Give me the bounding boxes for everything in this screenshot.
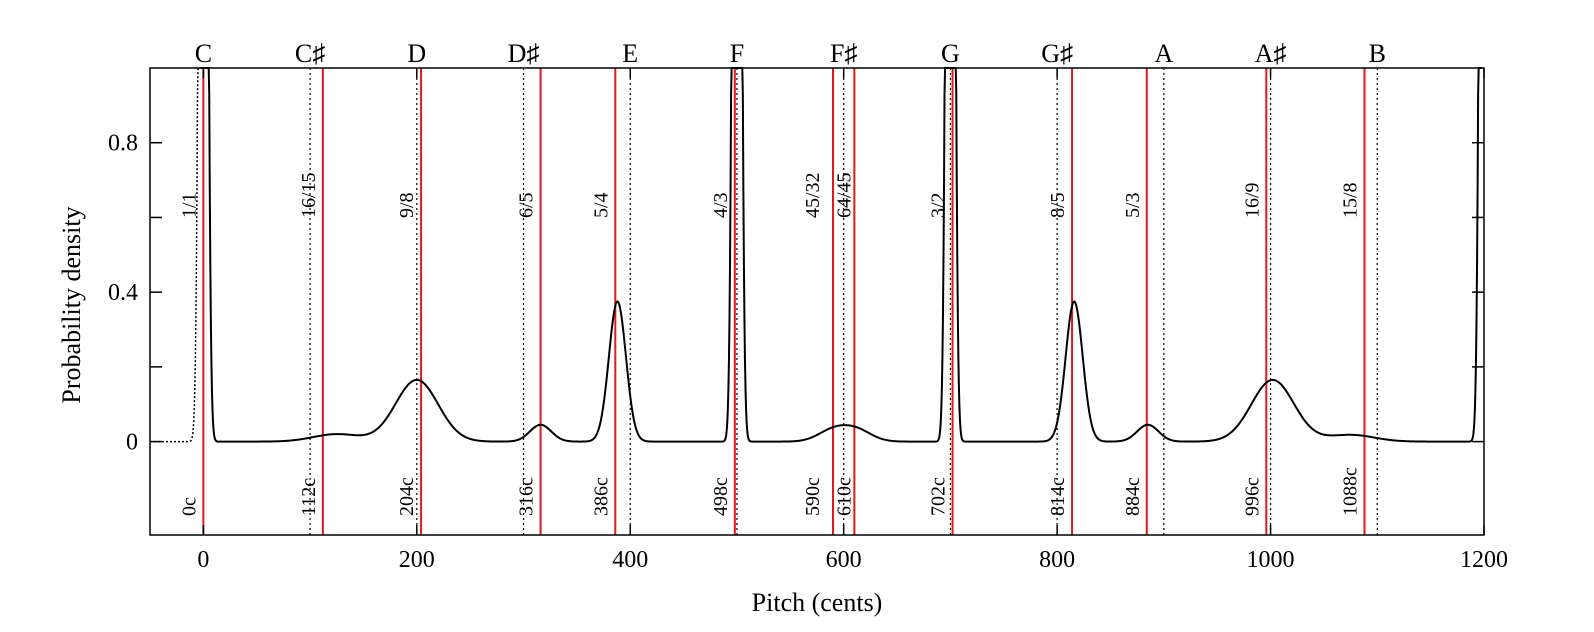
ratio-label: 9/8 bbox=[396, 192, 418, 218]
ratio-label: 45/32 bbox=[802, 172, 824, 218]
ratio-label: 16/9 bbox=[1241, 182, 1263, 218]
x-tick-label: 1200 bbox=[1460, 547, 1508, 573]
cents-label: 112c bbox=[298, 478, 320, 516]
note-label: D bbox=[407, 39, 426, 68]
ratio-label: 5/3 bbox=[1122, 192, 1144, 218]
y-tick-label: 0.8 bbox=[108, 131, 138, 157]
note-label: E bbox=[622, 39, 638, 68]
note-label: G♯ bbox=[1041, 39, 1073, 68]
ratio-label: 5/4 bbox=[590, 192, 612, 218]
cents-label: 1088c bbox=[1340, 467, 1362, 516]
ratio-label: 64/45 bbox=[833, 172, 855, 218]
ratio-label: 8/5 bbox=[1047, 192, 1069, 218]
cents-label: 814c bbox=[1047, 477, 1069, 516]
ratio-label: 16/15 bbox=[298, 172, 320, 218]
density-curve-layer bbox=[150, 67, 1482, 443]
note-label: B bbox=[1369, 39, 1386, 68]
cents-label: 884c bbox=[1122, 477, 1144, 516]
equal-tempered-lines bbox=[202, 68, 1378, 535]
ratio-label: 6/5 bbox=[516, 192, 538, 218]
note-label: F♯ bbox=[830, 39, 857, 68]
x-tick-label: 200 bbox=[399, 547, 435, 573]
note-label: A bbox=[1154, 39, 1173, 68]
just-interval-lines bbox=[202, 68, 1366, 535]
annotation-labels: C C♯ D D♯ E F F♯ G G♯ A A♯ B 1/1 0c 16/15 112c 9/8 204c 6/… bbox=[178, 39, 1386, 516]
ratio-label: 15/8 bbox=[1340, 182, 1362, 218]
note-label: G bbox=[941, 39, 960, 68]
x-axis-title: Pitch (cents) bbox=[752, 588, 883, 617]
note-label: F bbox=[730, 39, 744, 68]
note-label: C bbox=[195, 39, 212, 68]
plot-frame bbox=[149, 67, 1485, 536]
y-tick-label: 0.4 bbox=[108, 280, 138, 306]
cents-label: 204c bbox=[396, 477, 418, 516]
ratio-label: 1/1 bbox=[178, 192, 200, 218]
cents-label: 702c bbox=[928, 477, 950, 516]
axis-ticks: 0 200 400 600 800 1000 1200 0 0.4 0.8 bbox=[108, 68, 1508, 573]
x-tick-label: 400 bbox=[612, 547, 648, 573]
density-curve-leadin bbox=[150, 67, 202, 443]
cents-label: 386c bbox=[590, 477, 612, 516]
cents-label: 0c bbox=[178, 497, 200, 516]
cents-label: 610c bbox=[833, 477, 855, 516]
note-label: D♯ bbox=[508, 39, 540, 68]
y-axis-title: Probability density bbox=[57, 206, 86, 403]
x-tick-label: 0 bbox=[197, 547, 209, 573]
x-tick-label: 1000 bbox=[1247, 547, 1295, 573]
note-label: C♯ bbox=[295, 39, 325, 68]
y-tick-label: 0 bbox=[126, 430, 138, 456]
density-curve bbox=[201, 67, 1482, 443]
x-tick-label: 800 bbox=[1039, 547, 1075, 573]
cents-label: 498c bbox=[710, 477, 732, 516]
note-label: A♯ bbox=[1255, 39, 1287, 68]
ratio-label: 3/2 bbox=[928, 192, 950, 218]
cents-label: 996c bbox=[1241, 477, 1263, 516]
x-tick-label: 600 bbox=[826, 547, 862, 573]
cents-label: 316c bbox=[516, 477, 538, 516]
cents-label: 590c bbox=[802, 477, 824, 516]
ratio-label: 4/3 bbox=[710, 192, 732, 218]
